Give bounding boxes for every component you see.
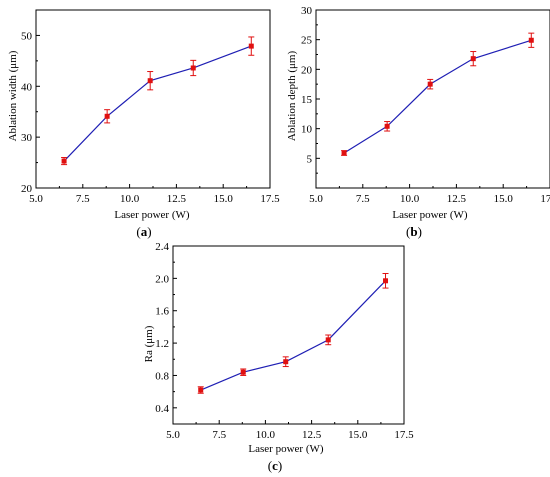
panel-c-y-axis-title: Ra (μm) (143, 325, 155, 362)
panel-b-x-axis-title: Laser power (W) (392, 209, 467, 221)
panel-a-x-tick-label: 12.5 (167, 193, 187, 205)
panel-b-y-tick-label: 10 (301, 124, 313, 136)
panel-b-y-tick-label: 5 (307, 153, 313, 165)
panel-a-y-axis-title: Ablation width (μm) (7, 50, 19, 141)
panel-c-y-tick-label: 1.6 (155, 306, 169, 318)
panel-a-x-tick-label: 5.0 (29, 193, 43, 205)
panel-a-x-axis-title: Laser power (W) (114, 209, 189, 221)
panel-b-letter: b (410, 224, 417, 239)
panel-b-x-tick-label: 12.5 (447, 193, 467, 205)
panel-c-x-tick-label: 17.5 (394, 429, 414, 441)
panel-b-data-point (528, 37, 534, 43)
panel-b-x-tick-label: 17.5 (540, 193, 550, 205)
panel-a-y-tick-label: 50 (21, 30, 33, 42)
panel-c-x-tick-label: 12.5 (302, 429, 322, 441)
panel-b: Ablation depth (μm) Laser power (W) (b) … (286, 5, 550, 239)
panel-c-x-axis-title: Laser power (W) (248, 443, 323, 455)
panel-a-x-tick-label: 17.5 (260, 193, 280, 205)
panel-c-data-point (198, 387, 204, 393)
panel-c-plot-frame (172, 245, 405, 425)
panel-a-y-tick-label: 20 (21, 183, 33, 195)
panel-a-plot-frame (35, 9, 271, 189)
panel-c-data-point (383, 278, 389, 284)
panel-a-x-tick-label: 7.5 (76, 193, 90, 205)
panel-a-data-point (248, 43, 254, 49)
panel-a-series-line (63, 45, 252, 162)
panel-b-series-line (343, 39, 532, 154)
panel-c-data-point (283, 359, 289, 365)
panel-c-data-point (325, 337, 331, 343)
panel-c-label: (c) (268, 458, 282, 473)
panel-b-data-point (470, 56, 476, 62)
panel-c-y-tick-label: 0.4 (155, 403, 169, 415)
panel-b-x-tick-label: 5.0 (309, 193, 323, 205)
panel-c: Ra (μm) Laser power (W) (c) 5.0 7.5 10.0 12… (143, 241, 414, 473)
panel-b-y-axis-title: Ablation depth (μm) (286, 51, 298, 142)
panel-b-x-tick-label: 7.5 (356, 193, 370, 205)
panel-c-y-tick-label: 2.0 (155, 273, 169, 285)
panel-a-y-tick-label: 40 (21, 81, 33, 93)
panel-b-x-tick-label: 15.0 (494, 193, 514, 205)
panel-b-y-tick-label: 20 (301, 64, 313, 76)
panel-c-x-tick-label: 10.0 (256, 429, 276, 441)
panel-a-y-tick-label: 30 (21, 132, 33, 144)
panel-a-label: (a) (136, 224, 151, 239)
panel-c-x-tick-label: 15.0 (348, 429, 368, 441)
panel-c-y-tick-label: 0.8 (155, 370, 169, 382)
panel-b-label: (b) (406, 224, 422, 239)
panel-b-data-point (341, 150, 347, 156)
panel-a-data-point (190, 65, 196, 71)
panel-b-y-tick-label: 15 (301, 94, 313, 106)
panel-b-data-point (427, 81, 433, 87)
panel-a-data-point (147, 78, 153, 84)
panel-b-plot-frame (315, 9, 550, 189)
panel-c-series-line (200, 280, 386, 391)
panel-b-data-point (384, 123, 390, 129)
panel-c-y-tick-label: 1.2 (155, 338, 169, 350)
panel-a: Ablation width (μm) Laser power (W) (a) … (7, 9, 280, 239)
panel-c-x-tick-label: 7.5 (212, 429, 226, 441)
panel-a-x-tick-label: 15.0 (214, 193, 234, 205)
panel-a-letter: a (141, 224, 148, 239)
panel-c-y-tick-label: 2.4 (155, 241, 169, 253)
panel-a-data-point (61, 158, 67, 164)
panel-c-data-point (240, 369, 246, 375)
panel-c-letter: c (272, 458, 278, 473)
panel-a-x-tick-label: 10.0 (120, 193, 140, 205)
panel-b-y-tick-label: 30 (301, 5, 313, 17)
panel-a-data-point (104, 113, 110, 119)
panel-b-y-tick-label: 25 (301, 35, 313, 47)
panel-b-x-tick-label: 10.0 (400, 193, 420, 205)
panel-c-x-tick-label: 5.0 (166, 429, 180, 441)
